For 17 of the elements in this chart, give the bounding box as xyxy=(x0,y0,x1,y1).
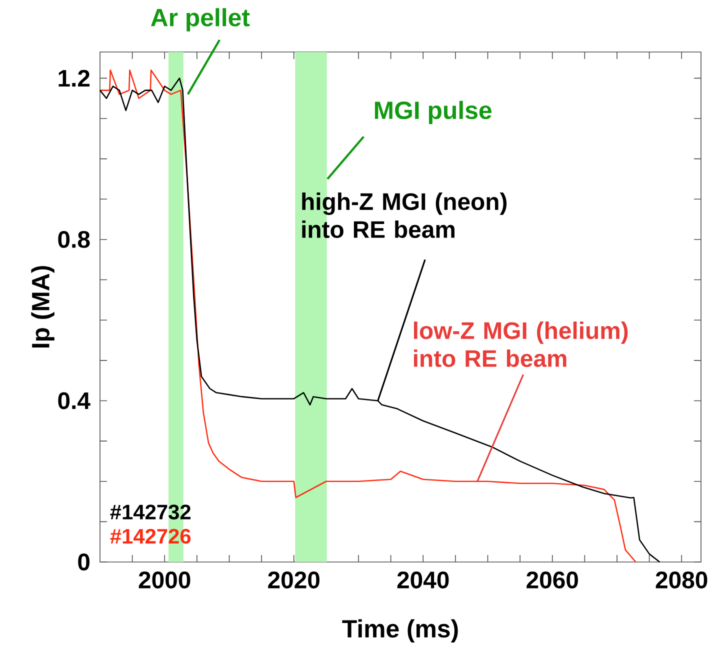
y-tick-label: 0.4 xyxy=(58,392,90,410)
x-tick-label: 2000 xyxy=(138,572,190,588)
x-tick-label: 2060 xyxy=(526,572,578,588)
x-tick-label: 2080 xyxy=(656,572,708,588)
annotation: high-Z MGI (neon) into RE beam xyxy=(302,192,507,238)
text: #142732 xyxy=(110,504,190,520)
text: #142726 xyxy=(110,528,191,544)
band-label: Ar pellet xyxy=(150,8,250,32)
x-axis-title: Time (ms) xyxy=(342,619,458,643)
y-tick-label: 0.8 xyxy=(58,231,90,248)
x-tick-label: 2040 xyxy=(397,572,449,588)
y-tick-label: 1.2 xyxy=(58,70,90,87)
x-tick-label: 2020 xyxy=(268,572,320,588)
band-label: MGI pulse xyxy=(374,100,492,124)
annotation: low-Z MGI (helium) into RE beam xyxy=(414,322,628,368)
y-tick-label: 0 xyxy=(78,554,90,570)
y-axis-title: Ip (MA) xyxy=(31,266,54,348)
